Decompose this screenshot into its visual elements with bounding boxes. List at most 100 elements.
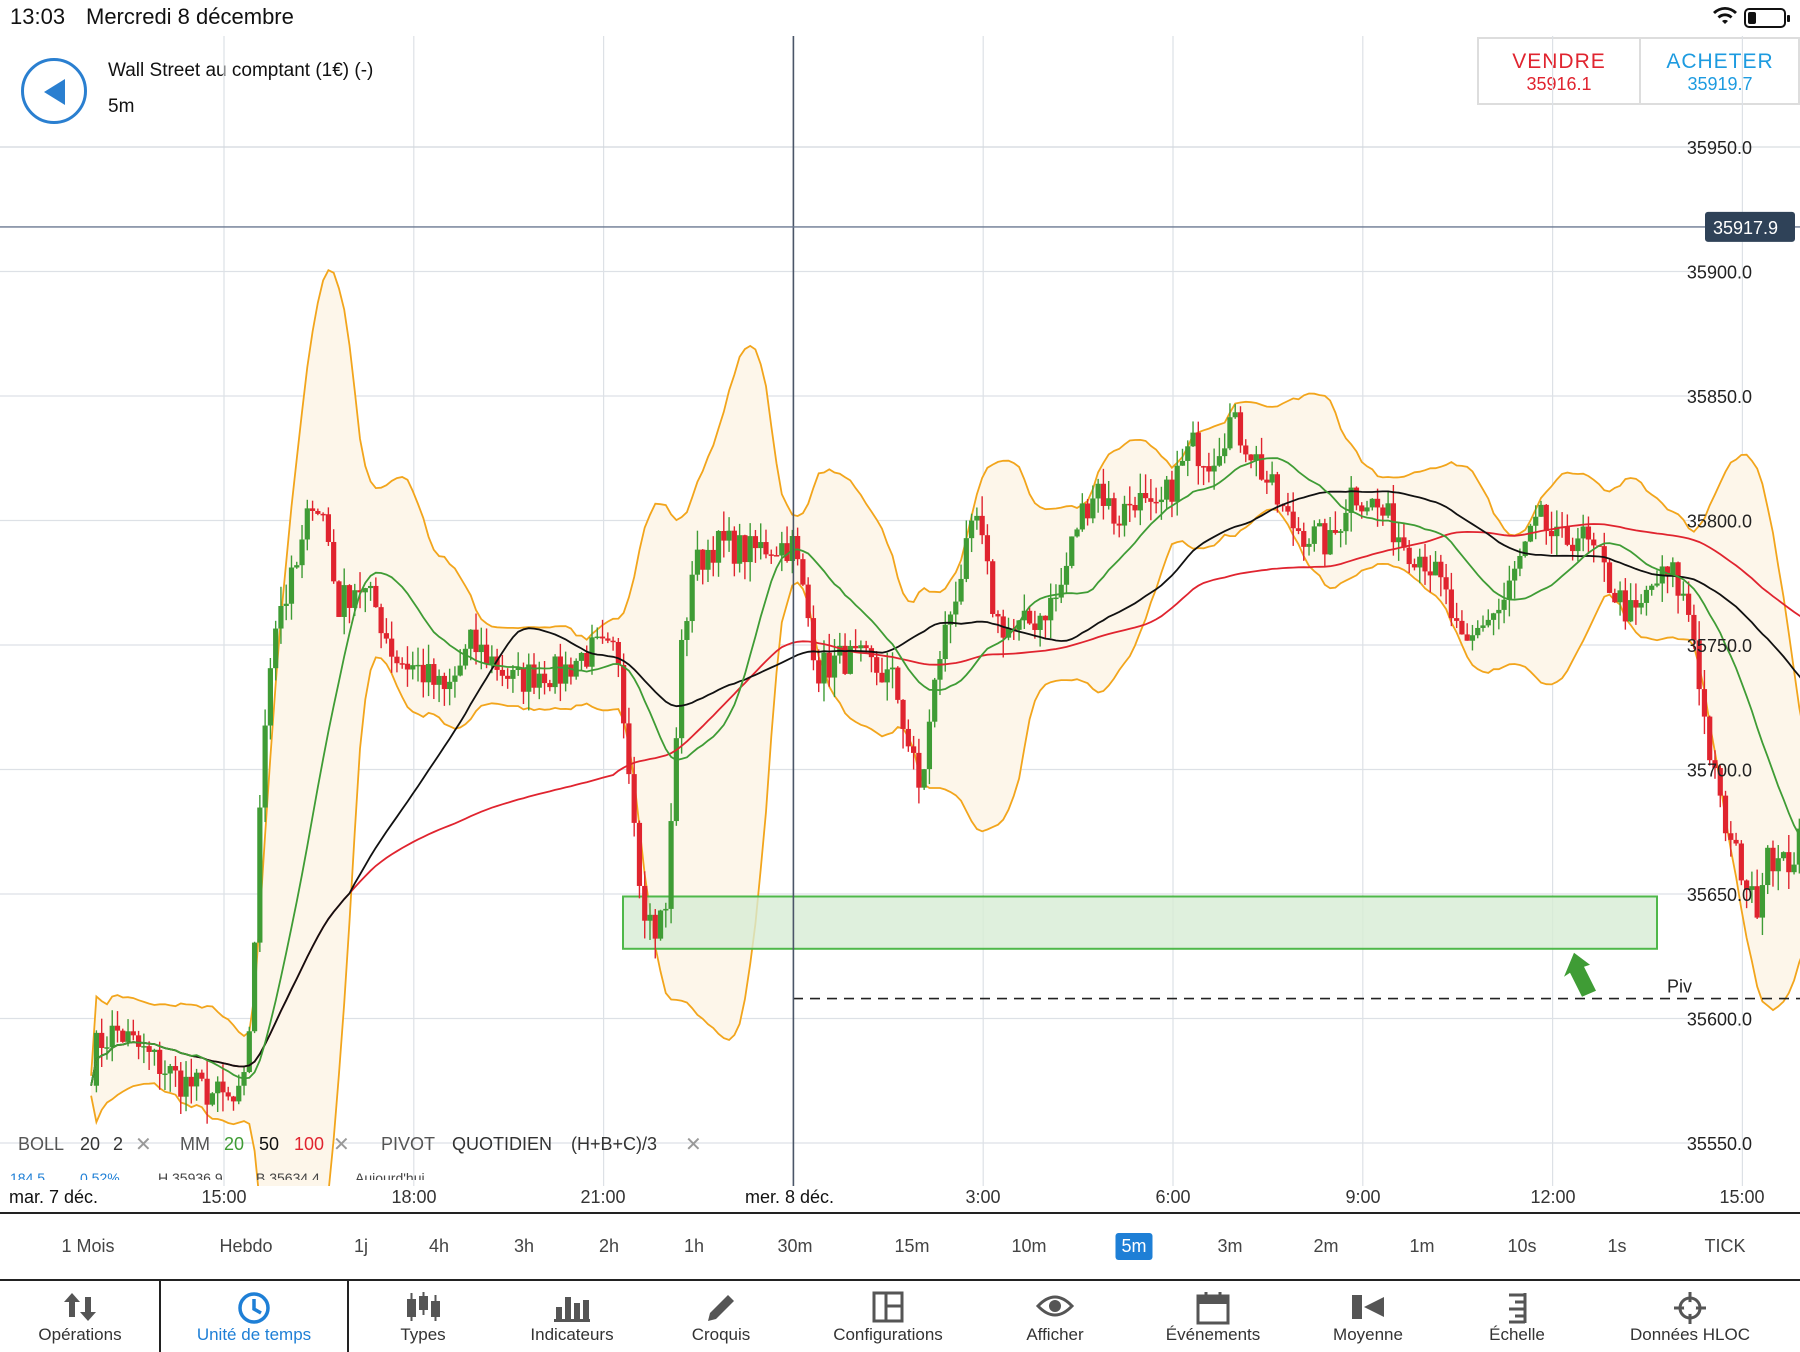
green-arrow-icon [1564, 952, 1596, 997]
sell-price: 35916.1 [1526, 74, 1592, 94]
tab-types[interactable]: Types [349, 1281, 497, 1350]
tab-operations[interactable]: Opérations [0, 1281, 160, 1350]
candle-body [863, 645, 869, 649]
candle-body [1501, 599, 1507, 610]
candle-body [135, 1035, 142, 1047]
back-button[interactable] [21, 58, 87, 124]
candle-body [900, 699, 906, 729]
price-chart[interactable]: Piv 35950.035900.035850.035800.035750.03… [0, 36, 1800, 1186]
tf-3h[interactable]: 3h [513, 1236, 535, 1256]
candle-body [1100, 483, 1107, 506]
sell-button[interactable]: VENDRE 35916.1 [1479, 39, 1641, 103]
candle-body [1517, 555, 1523, 569]
candle-body [1274, 474, 1280, 505]
tab-configurations[interactable]: Configurations [795, 1281, 981, 1350]
boll-name[interactable]: BOLL [18, 1134, 65, 1154]
candle-body [1575, 538, 1581, 552]
candle-body [1148, 498, 1154, 502]
tf-1s[interactable]: 1s [1607, 1236, 1627, 1256]
remove-pivot-icon[interactable]: ✕ [685, 1134, 702, 1156]
candle-body [1248, 454, 1254, 461]
candle-body [1606, 562, 1613, 593]
tab-types-label: Types [400, 1325, 446, 1344]
last-price-label: 35917.9 [1713, 218, 1778, 238]
tab-donnees-hloc[interactable]: Données HLOC [1595, 1281, 1785, 1350]
status-time: 13:03 [10, 4, 66, 29]
candle-body [489, 656, 495, 665]
tf-hebdo[interactable]: Hebdo [219, 1236, 273, 1256]
tf-2m[interactable]: 2m [1313, 1236, 1339, 1256]
tf-30m[interactable]: 30m [777, 1236, 813, 1256]
info-high: H 35936.9 [158, 1170, 223, 1180]
buy-button[interactable]: ACHETER 35919.7 [1640, 39, 1800, 103]
candle-body [942, 624, 948, 660]
pivot-name[interactable]: PIVOT [381, 1134, 436, 1154]
tf-1-mois[interactable]: 1 Mois [61, 1236, 115, 1256]
candle-body [1169, 479, 1175, 502]
candle-body [1185, 446, 1191, 461]
candle-body [858, 645, 864, 649]
candle-body [1417, 556, 1423, 568]
candle-body [847, 645, 853, 674]
tf-10s[interactable]: 10s [1507, 1236, 1537, 1256]
candle-body [1543, 504, 1549, 531]
y-tick-label: 35800.0 [1687, 512, 1752, 532]
candle-body [636, 822, 643, 886]
candle-body [789, 536, 795, 562]
candle-body [283, 603, 289, 606]
candle-body [1612, 592, 1618, 603]
candle-body [673, 738, 679, 822]
candle-body [1164, 479, 1170, 500]
candle-body [990, 561, 996, 614]
support-zone[interactable] [622, 895, 1658, 950]
candle-body [831, 655, 838, 678]
candle-body [209, 1093, 216, 1105]
tf-5m[interactable]: 5m [1115, 1233, 1153, 1260]
tf-3m[interactable]: 3m [1217, 1236, 1243, 1256]
tf-10m[interactable]: 10m [1011, 1236, 1047, 1256]
bottom-toolbar: Opérations Unité de temps Types Indicate… [0, 1279, 1800, 1352]
clock-icon [238, 1292, 270, 1324]
candle-body [1722, 795, 1729, 834]
candle-body [1111, 498, 1117, 524]
tf-15m[interactable]: 15m [894, 1236, 930, 1256]
candle-body [552, 656, 558, 688]
candle-body [383, 633, 389, 639]
candle-body [246, 1031, 252, 1073]
candle-body [810, 618, 817, 661]
candle-body [1127, 503, 1133, 506]
candle-body [1158, 499, 1165, 503]
candle-body [1032, 623, 1038, 630]
tab-indicateurs[interactable]: Indicateurs [497, 1281, 647, 1350]
tab-unite-de-temps[interactable]: Unité de temps [161, 1281, 347, 1350]
info-row: 184.5 0.52% H 35936.9 B 35634.4 Aujourd'… [0, 1164, 460, 1180]
mm-name[interactable]: MM [180, 1134, 210, 1154]
candle-body [1469, 635, 1476, 641]
remove-boll-icon[interactable]: ✕ [135, 1134, 152, 1156]
candle-body [1438, 561, 1444, 578]
tab-afficher[interactable]: Afficher [981, 1281, 1129, 1350]
tab-croquis-label: Croquis [691, 1325, 751, 1344]
tab-moyenne[interactable]: Moyenne [1297, 1281, 1439, 1350]
tf-1m[interactable]: 1m [1409, 1236, 1435, 1256]
remove-mm-icon[interactable]: ✕ [333, 1134, 350, 1156]
candle-body [1258, 454, 1265, 480]
tf-2h[interactable]: 2h [598, 1236, 620, 1256]
candle-body [1332, 530, 1338, 533]
x-tick: 18:00 [391, 1187, 437, 1207]
tf-1j[interactable]: 1j [353, 1236, 369, 1256]
tab-echelle[interactable]: Échelle [1439, 1281, 1595, 1350]
tf-4h[interactable]: 4h [428, 1236, 450, 1256]
candle-body [895, 667, 901, 700]
tab-evenements[interactable]: Événements [1129, 1281, 1297, 1350]
tab-croquis[interactable]: Croquis [647, 1281, 795, 1350]
candle-body [1759, 885, 1766, 918]
candle-body [795, 536, 801, 560]
candle-body [1506, 580, 1512, 600]
tf-1h[interactable]: 1h [683, 1236, 705, 1256]
candle-body [109, 1025, 115, 1048]
candle-body [584, 652, 590, 667]
tab-operations-label: Opérations [38, 1325, 122, 1344]
candle-body [1538, 504, 1544, 517]
tf-tick[interactable]: TICK [1704, 1236, 1746, 1256]
